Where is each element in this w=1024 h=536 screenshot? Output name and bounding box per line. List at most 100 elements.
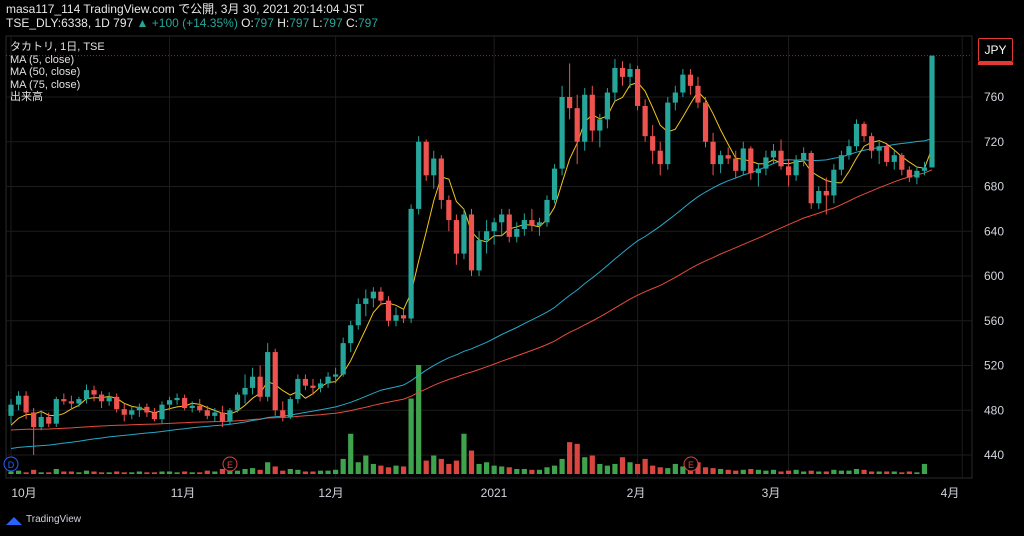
candle-body[interactable]	[182, 397, 188, 409]
candle-body[interactable]	[665, 102, 671, 165]
candle-body[interactable]	[98, 394, 105, 402]
candle-body[interactable]	[710, 141, 716, 165]
candle-body[interactable]	[770, 150, 777, 158]
candle-body[interactable]	[582, 94, 588, 142]
candle-body[interactable]	[491, 222, 497, 232]
candle-body[interactable]	[174, 397, 180, 401]
candle-body[interactable]	[748, 148, 754, 174]
candle-body[interactable]	[567, 97, 573, 109]
candle-body[interactable]	[400, 315, 407, 319]
candle-body[interactable]	[642, 105, 648, 137]
candle-body[interactable]	[280, 410, 286, 417]
candle-body[interactable]	[249, 376, 256, 388]
currency-badge[interactable]: JPY	[978, 38, 1013, 62]
candle-body[interactable]	[597, 119, 603, 131]
candle-body[interactable]	[363, 298, 369, 304]
candle-body[interactable]	[657, 150, 663, 165]
candle-body[interactable]	[416, 141, 422, 209]
candle-body[interactable]	[816, 190, 822, 204]
candle-body[interactable]	[159, 404, 165, 420]
candle-body[interactable]	[785, 166, 792, 176]
candle-body[interactable]	[574, 108, 580, 142]
candle-body[interactable]	[559, 97, 565, 169]
candle-body[interactable]	[514, 229, 520, 237]
candle-body[interactable]	[672, 92, 678, 103]
candle-body[interactable]	[823, 190, 829, 196]
candle-body[interactable]	[906, 169, 912, 178]
candle-body[interactable]	[687, 74, 694, 86]
candle-body[interactable]	[521, 220, 527, 230]
candle-body[interactable]	[189, 405, 195, 409]
candle-body[interactable]	[257, 376, 263, 397]
candle-body[interactable]	[808, 152, 814, 204]
candle-body[interactable]	[302, 378, 309, 386]
candle-body[interactable]	[317, 383, 324, 388]
candle-body[interactable]	[53, 399, 59, 424]
candle-body[interactable]	[423, 141, 429, 176]
candle-body[interactable]	[144, 406, 150, 413]
candle-body[interactable]	[370, 291, 376, 299]
candle-body[interactable]	[468, 214, 475, 271]
candle-body[interactable]	[310, 385, 316, 388]
candle-body[interactable]	[46, 416, 52, 424]
candle-body[interactable]	[461, 214, 467, 254]
candle-body[interactable]	[702, 102, 709, 142]
candle-body[interactable]	[325, 376, 331, 384]
candle-body[interactable]	[355, 303, 361, 326]
candle-body[interactable]	[476, 240, 482, 271]
legend-ma50[interactable]: MA (50, close)	[10, 66, 81, 78]
candle-body[interactable]	[385, 300, 392, 321]
candle-body[interactable]	[718, 155, 724, 165]
legend-ma75[interactable]: MA (75, close)	[10, 78, 81, 91]
candle-body[interactable]	[272, 352, 278, 411]
candle-body[interactable]	[589, 94, 595, 131]
candle-body[interactable]	[129, 410, 135, 415]
candle-body[interactable]	[634, 69, 641, 106]
candle-body[interactable]	[793, 159, 799, 176]
candle-body[interactable]	[31, 412, 37, 428]
candle-body[interactable]	[680, 74, 686, 93]
candle-body[interactable]	[778, 150, 784, 167]
candle-body[interactable]	[861, 123, 867, 137]
candle-body[interactable]	[876, 146, 882, 151]
candle-body[interactable]	[114, 396, 120, 410]
candle-body[interactable]	[91, 390, 97, 395]
candle-body[interactable]	[891, 155, 897, 162]
candle-body[interactable]	[76, 399, 82, 404]
candle-body[interactable]	[212, 412, 218, 416]
candle-body[interactable]	[333, 374, 339, 377]
legend-ma5[interactable]: MA (5, close)	[10, 53, 75, 66]
candle-body[interactable]	[295, 378, 301, 400]
candle-body[interactable]	[627, 69, 633, 77]
candle-body[interactable]	[106, 396, 112, 402]
candle-body[interactable]	[15, 395, 22, 405]
event-marker[interactable]	[683, 456, 699, 472]
candle-body[interactable]	[61, 399, 67, 402]
candle-body[interactable]	[763, 157, 769, 169]
candle-body[interactable]	[8, 404, 14, 416]
candle-body[interactable]	[287, 399, 293, 417]
candle-body[interactable]	[151, 412, 158, 420]
candle-body[interactable]	[899, 155, 905, 170]
candle-body[interactable]	[929, 55, 935, 168]
candle-body[interactable]	[831, 169, 837, 196]
candle-body[interactable]	[204, 410, 210, 416]
candle-body[interactable]	[725, 155, 731, 159]
candle-body[interactable]	[453, 220, 460, 254]
candle-body[interactable]	[884, 146, 890, 162]
candle-body[interactable]	[446, 199, 452, 221]
candle-body[interactable]	[68, 401, 74, 404]
candle-body[interactable]	[695, 85, 701, 103]
candle-body[interactable]	[121, 409, 127, 415]
candle-body[interactable]	[197, 405, 203, 411]
candle-body[interactable]	[801, 152, 807, 160]
event-marker[interactable]	[3, 456, 19, 472]
candle-body[interactable]	[740, 148, 746, 171]
candle-body[interactable]	[604, 92, 610, 120]
candle-body[interactable]	[348, 325, 354, 344]
candle-body[interactable]	[733, 158, 739, 171]
candle-body[interactable]	[838, 155, 845, 170]
candle-body[interactable]	[23, 395, 29, 413]
candle-body[interactable]	[755, 168, 761, 174]
